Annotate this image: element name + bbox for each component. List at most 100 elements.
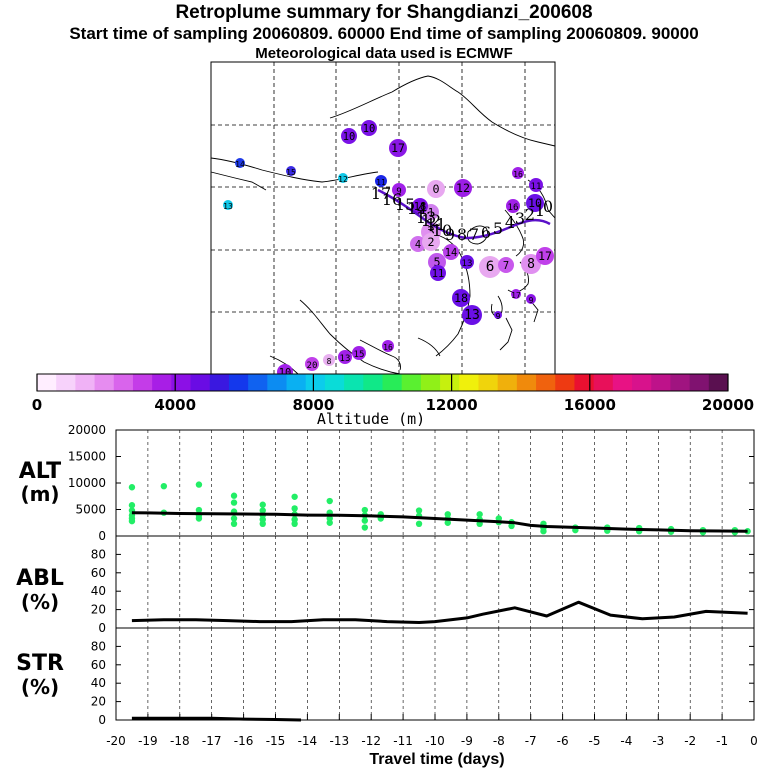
marker-day-label: 10 <box>528 196 542 210</box>
altitude-point <box>291 520 298 528</box>
colorbar-cell <box>632 374 652 391</box>
trajectory-marker <box>338 173 348 183</box>
altitude-point <box>361 506 369 514</box>
colorbar-cell <box>478 374 499 391</box>
y-tick-label: 40 <box>91 676 106 690</box>
marker-day-label: 17 <box>538 249 552 263</box>
x-tick-label: -11 <box>393 734 413 748</box>
marker-day-label: 5 <box>433 255 440 269</box>
colorbar-tick-label: 4000 <box>154 396 196 414</box>
marker-day-label: 16 <box>513 170 523 179</box>
altitude-point <box>128 517 136 525</box>
path-day-number: 8 <box>457 225 467 244</box>
trajectory-marker <box>382 340 394 352</box>
marker-day-label: 10 <box>363 123 376 135</box>
x-tick-label: 0 <box>750 734 758 748</box>
path-day-number: 10 <box>432 221 452 240</box>
colorbar-tick-label: 8000 <box>293 396 335 414</box>
abl-title: ABL <box>16 566 64 591</box>
y-tick-label: 5000 <box>75 503 106 517</box>
y-tick-label: 80 <box>91 547 106 561</box>
trajectory-marker <box>479 256 501 278</box>
y-tick-label: 80 <box>91 639 106 653</box>
marker-day-label: 13 <box>340 354 351 364</box>
met-data-note: Meteorological data used is ECMWF <box>255 45 513 62</box>
x-axis-label: Travel time (days) <box>369 751 504 768</box>
colorbar-tick-label: 0 <box>32 396 42 414</box>
trajectory-marker <box>286 166 296 176</box>
x-tick-label: -4 <box>620 734 632 748</box>
colorbar-tick-label: 12000 <box>426 396 478 414</box>
trajectory-marker <box>389 139 407 157</box>
map-grid <box>211 62 555 374</box>
panel-str: STR (%) 0 20 40 60 80 <box>16 627 755 727</box>
trajectory-marker <box>323 354 335 366</box>
marker-day-label: 9 <box>396 187 401 197</box>
x-tick-label: -8 <box>493 734 505 748</box>
marker-day-label: 1 <box>428 207 434 219</box>
marker-day-label: 15 <box>354 350 365 360</box>
path-day-number: 2 <box>525 205 535 224</box>
alt-unit: (m) <box>20 482 59 506</box>
trajectory-marker <box>361 120 377 136</box>
panel-alt: ALT (m) 0 5000 10000 15000 20000 <box>19 423 755 543</box>
marker-day-label: 9 <box>529 296 534 305</box>
colorbar-cell <box>420 374 441 391</box>
trajectory-marker <box>511 289 521 299</box>
x-tick-label: -7 <box>525 734 537 748</box>
altitude-colorbar: 0 4000 8000 12000 16000 20000 Altitude (m) <box>32 373 754 428</box>
colorbar-cell <box>171 374 192 391</box>
colorbar-tick-label: 20000 <box>702 396 754 414</box>
x-tick-label: -14 <box>298 734 318 748</box>
colorbar-cell <box>574 374 595 391</box>
trajectory-marker <box>443 244 459 260</box>
trajectory-marker <box>526 194 544 212</box>
sampling-times: Start time of sampling 20060809. 60000 E… <box>69 24 699 43</box>
trajectory-marker <box>375 175 387 187</box>
altitude-point <box>128 484 136 491</box>
panel-abl: ABL (%) 0 20 40 60 80 <box>16 535 755 635</box>
colorbar-cell <box>324 374 345 391</box>
altitude-point <box>195 506 203 514</box>
marker-day-label: 13 <box>223 202 233 211</box>
map-frame <box>210 61 556 375</box>
x-axis-ticks: -20 -19 -18 -17 -16 -15 -14 -13 -12 -11 -10 -9 -8 -7-… <box>106 714 758 748</box>
marker-day-label: 0 <box>432 182 439 196</box>
altitude-point <box>230 499 238 506</box>
altitude-point <box>444 519 451 526</box>
colorbar-cell <box>497 374 518 391</box>
marker-day-label: 13 <box>462 259 473 269</box>
trajectory-marker <box>392 183 406 197</box>
str-unit: (%) <box>21 675 59 699</box>
colorbar-cell <box>363 374 383 391</box>
colorbar-cell <box>37 374 57 391</box>
colorbar-cell <box>516 374 537 391</box>
colorbar-cell <box>708 374 729 391</box>
abl-series-line <box>131 600 748 624</box>
marker-day-label: 15 <box>286 168 296 177</box>
path-day-number: 11 <box>426 215 446 234</box>
colorbar-cell <box>344 374 364 391</box>
trajectory-marker <box>506 199 520 213</box>
trajectory-marker <box>454 179 472 197</box>
marker-day-label: 10 <box>343 131 356 143</box>
trajectory-marker <box>512 167 524 179</box>
altitude-point <box>230 515 238 522</box>
trajectory-marker <box>460 255 474 269</box>
trajectory-marker <box>410 236 426 252</box>
colorbar-cell <box>190 374 211 391</box>
x-tick-label: -16 <box>234 734 254 748</box>
altitude-point <box>508 522 515 530</box>
median-trajectory <box>377 188 551 240</box>
x-tick-label: -6 <box>557 734 569 748</box>
x-tick-label: -17 <box>202 734 222 748</box>
x-tick-label: -20 <box>106 734 126 748</box>
altitude-point <box>291 505 298 512</box>
colorbar-cell <box>113 374 134 391</box>
altitude-point <box>361 517 369 524</box>
trajectory-marker <box>462 305 482 325</box>
trajectory-marker <box>430 265 446 281</box>
colorbar-cell <box>459 374 479 391</box>
y-tick-label: 15000 <box>68 450 106 464</box>
